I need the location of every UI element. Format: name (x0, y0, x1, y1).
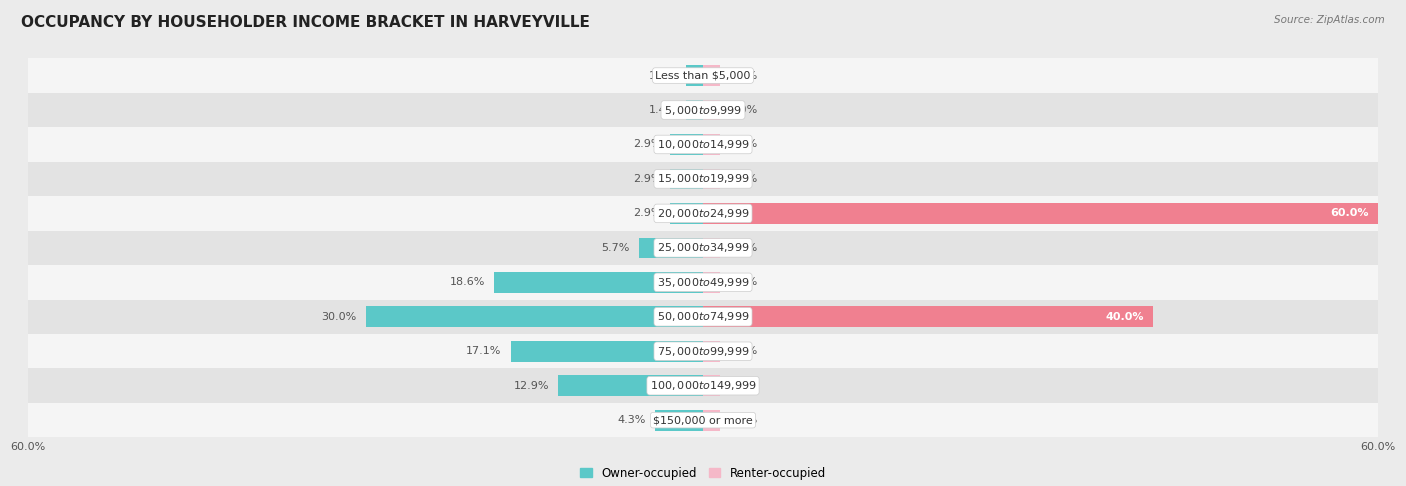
Bar (28, 127, 1378, 162)
Bar (671, 203, 703, 224)
Text: OCCUPANCY BY HOUSEHOLDER INCOME BRACKET IN HARVEYVILLE: OCCUPANCY BY HOUSEHOLDER INCOME BRACKET … (21, 15, 591, 30)
Text: 30.0%: 30.0% (322, 312, 357, 322)
Text: 1.4%: 1.4% (648, 105, 678, 115)
Legend: Owner-occupied, Renter-occupied: Owner-occupied, Renter-occupied (575, 462, 831, 485)
Text: 2.9%: 2.9% (633, 208, 661, 218)
Bar (655, 410, 703, 431)
Bar (686, 100, 703, 121)
Bar (703, 307, 1153, 327)
Bar (703, 410, 720, 431)
Text: 18.6%: 18.6% (450, 278, 485, 287)
Text: 17.1%: 17.1% (467, 346, 502, 356)
Text: $35,000 to $49,999: $35,000 to $49,999 (657, 276, 749, 289)
Bar (28, 403, 1378, 437)
Text: $75,000 to $99,999: $75,000 to $99,999 (657, 345, 749, 358)
Bar (703, 272, 720, 293)
Text: 40.0%: 40.0% (1105, 312, 1144, 322)
Bar (703, 169, 720, 189)
Bar (28, 368, 1378, 403)
Text: 60.0%: 60.0% (1330, 208, 1369, 218)
Text: $15,000 to $19,999: $15,000 to $19,999 (657, 173, 749, 186)
Text: 0.0%: 0.0% (728, 70, 756, 81)
Bar (28, 334, 1378, 368)
Bar (28, 265, 1378, 299)
Text: $25,000 to $34,999: $25,000 to $34,999 (657, 242, 749, 254)
Text: $10,000 to $14,999: $10,000 to $14,999 (657, 138, 749, 151)
Bar (558, 375, 703, 396)
Bar (494, 272, 703, 293)
Bar (28, 231, 1378, 265)
Text: 2.9%: 2.9% (633, 139, 661, 150)
Bar (686, 65, 703, 86)
Text: 0.0%: 0.0% (728, 381, 756, 391)
Bar (703, 65, 720, 86)
Text: $20,000 to $24,999: $20,000 to $24,999 (657, 207, 749, 220)
Text: $100,000 to $149,999: $100,000 to $149,999 (650, 379, 756, 392)
Text: $50,000 to $74,999: $50,000 to $74,999 (657, 310, 749, 323)
Text: 0.0%: 0.0% (728, 139, 756, 150)
Bar (703, 100, 720, 121)
Text: 0.0%: 0.0% (728, 346, 756, 356)
Bar (638, 238, 703, 258)
Bar (671, 169, 703, 189)
Text: Less than $5,000: Less than $5,000 (655, 70, 751, 81)
Bar (28, 196, 1378, 231)
Bar (510, 341, 703, 362)
Text: 12.9%: 12.9% (513, 381, 548, 391)
Text: $5,000 to $9,999: $5,000 to $9,999 (664, 104, 742, 117)
Bar (703, 203, 1378, 224)
Bar (366, 307, 703, 327)
Text: 0.0%: 0.0% (728, 278, 756, 287)
Bar (703, 375, 720, 396)
Text: 1.4%: 1.4% (648, 70, 678, 81)
Text: 0.0%: 0.0% (728, 243, 756, 253)
Bar (703, 341, 720, 362)
Text: 2.9%: 2.9% (633, 174, 661, 184)
Bar (28, 162, 1378, 196)
Text: 0.0%: 0.0% (728, 174, 756, 184)
Text: 5.7%: 5.7% (602, 243, 630, 253)
Bar (28, 93, 1378, 127)
Bar (703, 134, 720, 155)
Bar (28, 299, 1378, 334)
Text: 0.0%: 0.0% (728, 105, 756, 115)
Bar (703, 238, 720, 258)
Bar (28, 58, 1378, 93)
Text: Source: ZipAtlas.com: Source: ZipAtlas.com (1274, 15, 1385, 25)
Bar (671, 134, 703, 155)
Text: 0.0%: 0.0% (728, 415, 756, 425)
Text: $150,000 or more: $150,000 or more (654, 415, 752, 425)
Text: 4.3%: 4.3% (617, 415, 645, 425)
